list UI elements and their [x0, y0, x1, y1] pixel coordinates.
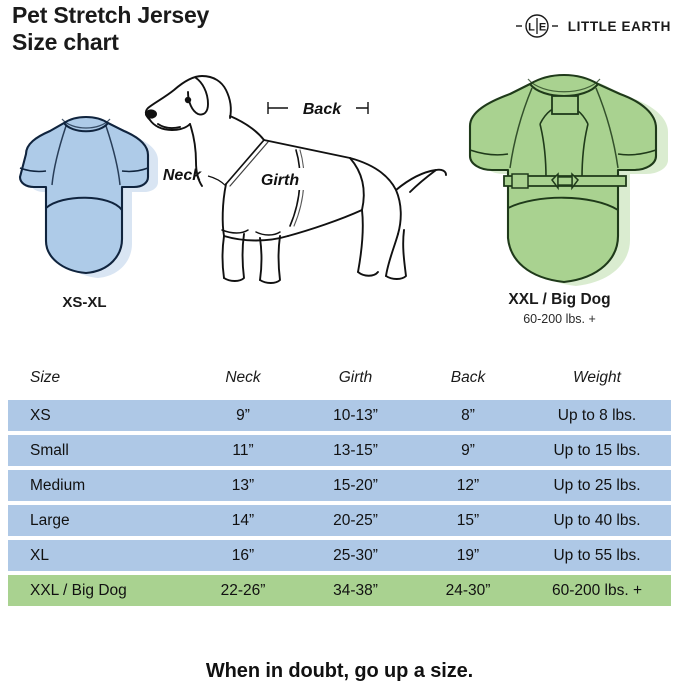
cell-neck: 22-26” [220, 581, 266, 599]
cell-back: 19” [456, 546, 480, 564]
cell-girth: 20-25” [333, 511, 378, 529]
cell-size: XS [30, 406, 51, 424]
svg-text:E: E [539, 22, 546, 34]
cell-weight: Up to 15 lbs. [553, 441, 641, 459]
cell-size: Small [30, 441, 69, 459]
dog-nose-icon [145, 109, 157, 119]
footer-tagline: When in doubt, go up a size. [205, 660, 474, 682]
table-row: Small 11” 13-15” 9” Up to 15 lbs. [8, 435, 671, 466]
cell-size: Medium [30, 476, 86, 494]
cell-girth: 25-30” [333, 546, 378, 564]
table-row: XL 16” 25-30” 19” Up to 55 lbs. [8, 540, 671, 571]
cell-back: 24-30” [445, 581, 491, 599]
blue-pet-jersey-icon [18, 115, 158, 278]
neck-label: Neck [163, 167, 202, 184]
cell-size: XXL / Big Dog [30, 581, 127, 599]
column-header-girth: Girth [338, 369, 373, 387]
table-row: XXL / Big Dog 22-26” 34-38” 24-30” 60-20… [8, 575, 671, 606]
cell-back: 8” [461, 406, 475, 424]
page-header: Pet Stretch Jersey Size chart L E LITTLE… [0, 0, 679, 60]
table-header-row: Size Neck Girth Back Weight [8, 362, 671, 394]
back-label: Back [303, 101, 342, 118]
cell-girth: 15-20” [333, 476, 378, 494]
cell-neck: 13” [231, 476, 255, 494]
cell-back: 9” [461, 441, 475, 459]
cell-weight: Up to 40 lbs. [553, 511, 641, 529]
harness-top-loop-icon [551, 95, 579, 115]
cell-weight: Up to 55 lbs. [553, 546, 641, 564]
cell-size: XL [30, 546, 49, 564]
dog-diagram-icon: Back Neck Girth [144, 75, 447, 284]
cell-size: Large [30, 511, 70, 529]
column-header-weight: Weight [573, 369, 621, 387]
brand-name: LITTLE EARTH [567, 18, 671, 34]
green-pet-jersey-harness-icon [468, 73, 668, 286]
table-row: Large 14” 20-25” 15” Up to 40 lbs. [8, 505, 671, 536]
illustration-caption-xxl-weight: 60-200 lbs. + [523, 312, 596, 326]
column-header-size: Size [30, 369, 61, 387]
column-header-neck: Neck [225, 369, 261, 387]
cell-girth: 34-38” [333, 581, 378, 599]
girth-label: Girth [261, 172, 299, 189]
illustration-caption-xs-xl: XS-XL [62, 294, 107, 311]
cell-back: 15” [456, 511, 480, 529]
cell-neck: 9” [236, 406, 250, 424]
cell-weight: Up to 8 lbs. [557, 406, 637, 424]
illustration-band: XS-XL [0, 58, 679, 343]
size-chart-table: Size Neck Girth Back Weight XS 9” 10-13”… [0, 362, 679, 610]
cell-girth: 13-15” [333, 441, 378, 459]
little-earth-circle-logo-icon: L E [515, 14, 558, 38]
cell-back: 12” [456, 476, 480, 494]
cell-weight: Up to 25 lbs. [553, 476, 641, 494]
cell-girth: 10-13” [333, 406, 378, 424]
page-title: Pet Stretch Jersey Size chart [12, 2, 210, 55]
dog-eye-icon [184, 96, 192, 104]
green-jersey-illustration [440, 58, 679, 293]
svg-text:L: L [528, 22, 535, 34]
cell-neck: 14” [231, 511, 255, 529]
table-row: Medium 13” 15-20” 12” Up to 25 lbs. [8, 470, 671, 501]
brand-logo: L E LITTLE EARTH [515, 13, 671, 39]
cell-neck: 11” [232, 441, 254, 459]
column-header-back: Back [450, 369, 486, 387]
dog-measurement-diagram: Back Neck Girth [140, 58, 450, 293]
table-row: XS 9” 10-13” 8” Up to 8 lbs. [8, 400, 671, 431]
illustration-caption-xxl: XXL / Big Dog [508, 291, 611, 308]
blue-jersey-illustration [2, 58, 167, 293]
cell-neck: 16” [231, 546, 255, 564]
cell-weight: 60-200 lbs. + [551, 581, 643, 599]
